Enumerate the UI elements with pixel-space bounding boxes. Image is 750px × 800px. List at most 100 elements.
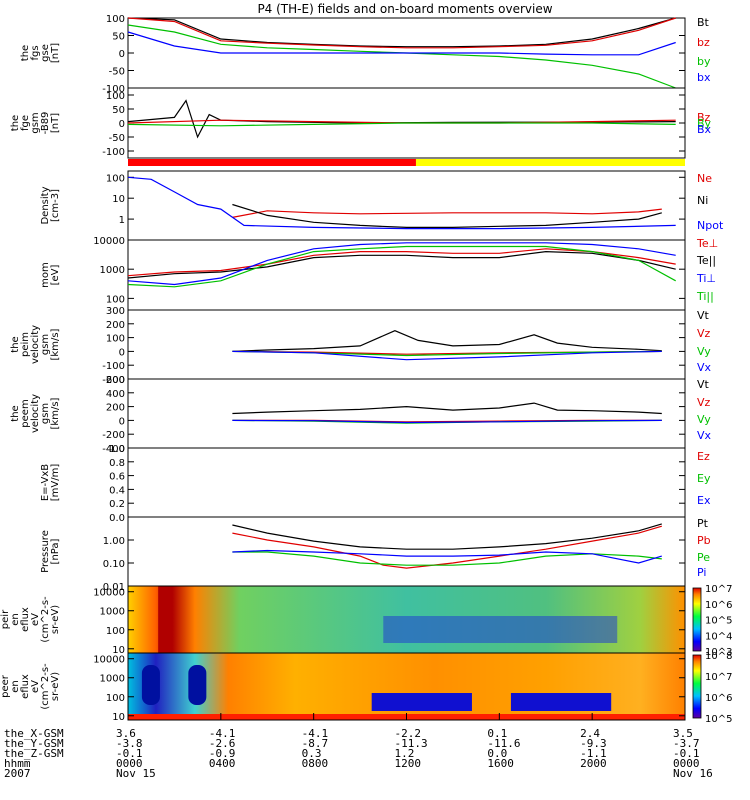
colorbar-tick-label: 10^6 xyxy=(705,693,732,704)
y-axis-label: velocity xyxy=(30,394,41,433)
y-axis-label: Density xyxy=(40,186,51,224)
ephemeris-row-name: the_Y-GSM xyxy=(4,737,64,750)
legend-entry: Npot xyxy=(697,219,724,232)
y-tick-label: 0 xyxy=(119,416,125,427)
legend-entry: Bz xyxy=(697,111,711,124)
y-axis-label: gsm xyxy=(40,403,51,424)
ephemeris-value: 0000 xyxy=(116,757,143,770)
legend-entry: Ti⊥ xyxy=(696,272,716,285)
y-axis-label: mom xyxy=(40,262,51,288)
legend-entry: by xyxy=(697,55,711,68)
y-axis-label: eflux xyxy=(20,674,31,699)
y-axis-label: the xyxy=(10,336,21,352)
y-tick-label: 100 xyxy=(106,294,125,305)
spectrogram-blob xyxy=(141,665,160,705)
y-axis-label: en xyxy=(10,680,21,693)
panel-frame xyxy=(127,309,686,380)
y-tick-label: 200 xyxy=(106,403,125,414)
y-tick-label: 0.4 xyxy=(109,485,125,496)
panel-fgs_gse: 100 50 0 -50 -100 the fgs gse [nT] Bt bz by bx xyxy=(20,14,711,95)
series-Bt-line xyxy=(127,99,676,139)
series-Te||-line xyxy=(127,250,676,279)
ephemeris-value: -8.7 xyxy=(302,737,329,750)
series-Pb-line xyxy=(232,525,662,569)
y-tick-label: -50 xyxy=(109,67,125,78)
panel-peer_spectrogram: 10^8 10^7 10^6 10^5 10000 1000 100 10 thepeerene… xyxy=(0,651,732,725)
y-tick-label: 0 xyxy=(119,49,125,60)
y-tick-label: 1000 xyxy=(100,607,125,618)
panel-efield: 1.0 0.8 0.6 0.4 0.2 0.0 E=-VxB [mV/m] Ez Ey Ex xyxy=(40,444,711,524)
legend-entry: Bt xyxy=(697,16,710,29)
y-tick-label: 50 xyxy=(112,32,125,43)
series-By-line xyxy=(127,122,676,127)
legend-entry: Ne xyxy=(697,172,712,185)
y-tick-label: 10 xyxy=(112,712,125,723)
legend-entry: Ni xyxy=(697,194,708,207)
y-axis-label: eV xyxy=(30,613,41,626)
y-tick-label: 1000 xyxy=(100,265,125,276)
series-Vt-line xyxy=(232,330,662,352)
ephemeris-value: 0000 xyxy=(673,757,700,770)
y-tick-label: 0.8 xyxy=(109,458,125,469)
ephemeris-value: -11.6 xyxy=(487,737,520,750)
ephemeris-value: 0.1 xyxy=(487,727,507,740)
y-tick-label: 1 xyxy=(119,215,125,226)
panel-peem_velocity: 600 400 200 0 -200 -400 the peem velocity gsm [km/… xyxy=(10,375,712,455)
spectrogram-low-flux xyxy=(371,693,472,711)
legend-entry: Te⊥ xyxy=(696,237,718,250)
colorbar-tick-label: 10^6 xyxy=(705,600,732,611)
series-bx-line xyxy=(127,31,676,56)
legend-entry: Vy xyxy=(697,413,711,426)
y-axis-label: [nPa] xyxy=(50,538,61,564)
y-tick-label: 0 xyxy=(119,347,125,358)
y-axis-label: gsm xyxy=(30,112,41,133)
colorbar-tick-label: 10^7 xyxy=(705,672,732,683)
y-axis-label: Pressure xyxy=(40,530,51,573)
ephemeris-value: -0.1 xyxy=(673,747,700,760)
ephemeris-value: -3.8 xyxy=(116,737,143,750)
y-tick-label: -200 xyxy=(102,430,125,441)
legend-entry: Vz xyxy=(697,327,711,340)
panel-frame xyxy=(127,170,686,241)
y-tick-label: 0.6 xyxy=(109,472,125,483)
ephemeris-value: 2.4 xyxy=(580,727,600,740)
y-axis-label: gse xyxy=(40,44,51,62)
legend-entry: Bx xyxy=(697,123,712,136)
colorbar-tick-label: 10^3 xyxy=(705,647,732,658)
ephemeris-value: -0.1 xyxy=(116,747,143,760)
panel-frame xyxy=(127,378,686,449)
spectrogram-blob xyxy=(188,665,207,705)
ephemeris-value: -9.3 xyxy=(580,737,607,750)
y-axis-label: E=-VxB xyxy=(40,464,51,501)
y-tick-label: -50 xyxy=(109,133,125,144)
ephemeris-row-name: the_Z-GSM xyxy=(4,747,64,760)
ephemeris-value: -4.1 xyxy=(209,727,236,740)
ephemeris-value: 3.5 xyxy=(673,727,693,740)
ephemeris-value: 0400 xyxy=(209,757,236,770)
colorbar-tick-label: 10^4 xyxy=(705,631,732,642)
y-axis-label: eV xyxy=(30,680,41,693)
y-tick-label: -100 xyxy=(102,84,125,95)
ephemeris-value: -1.1 xyxy=(580,747,607,760)
y-tick-label: -200 xyxy=(102,375,125,386)
series-Vx-line xyxy=(232,350,662,361)
panel-frame xyxy=(127,239,686,311)
series-Pt-line xyxy=(232,523,662,550)
legend-entry: Vx xyxy=(697,361,712,374)
series-Vt-line xyxy=(232,402,662,415)
series-Npot-line xyxy=(127,176,676,230)
y-axis-label: [km/s] xyxy=(50,328,61,360)
ephemeris-value: Nov 15 xyxy=(116,767,156,780)
y-axis-label: -B89 xyxy=(40,112,51,135)
y-axis-label: [nT] xyxy=(50,113,61,133)
y-tick-label: 300 xyxy=(106,306,125,317)
y-tick-label: 100 xyxy=(106,173,125,184)
series-Pe-line xyxy=(232,551,662,566)
y-axis-label: sr-eV) xyxy=(50,605,61,634)
series-Ti⊥-line xyxy=(127,242,676,286)
y-axis-label: fge xyxy=(20,115,31,131)
y-axis-label: peem xyxy=(20,399,31,427)
ephemeris-row-name: 2007 xyxy=(4,767,31,780)
y-tick-label: 0.01 xyxy=(103,582,125,593)
y-axis-label: [mV/m] xyxy=(50,464,61,502)
